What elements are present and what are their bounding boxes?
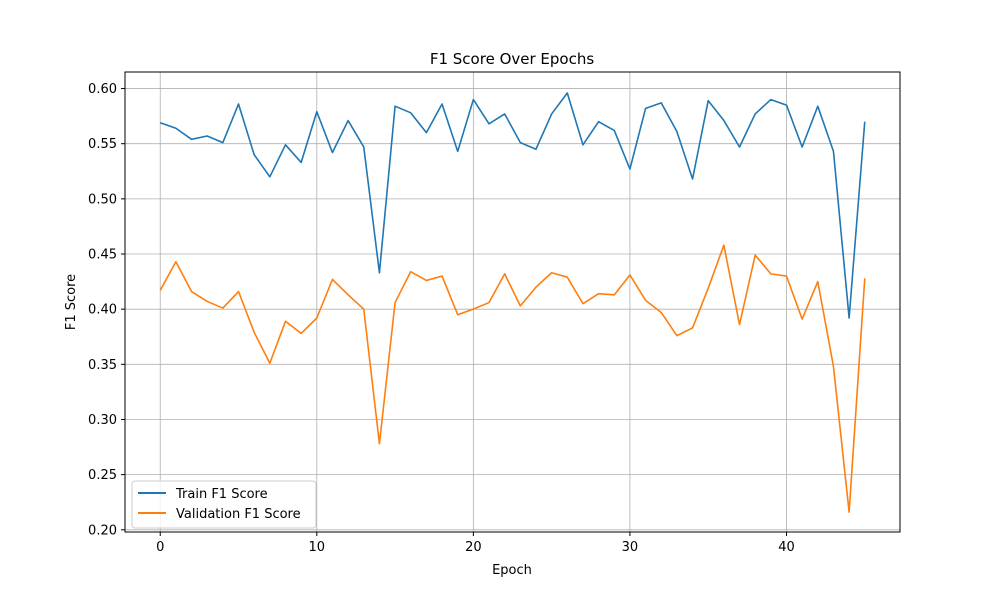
y-tick-label: 0.60 (88, 82, 117, 97)
y-tick-label: 0.25 (88, 468, 117, 483)
x-tick-label: 0 (156, 540, 164, 555)
x-tick-label: 20 (465, 540, 482, 555)
y-axis-label: F1 Score (64, 274, 79, 330)
series-lines (159, 92, 866, 513)
x-tick-label: 30 (622, 540, 639, 555)
legend: Train F1 Score Validation F1 Score (131, 480, 317, 529)
y-axis-ticks: 0.20 0.25 0.30 0.35 0.40 0.45 0.50 0.55 0.60 (88, 82, 125, 538)
grid (125, 72, 900, 532)
y-tick-label: 0.30 (88, 413, 117, 428)
y-tick-label: 0.45 (88, 248, 117, 263)
x-axis-ticks: 0 10 20 30 40 (156, 532, 795, 555)
x-axis-label: Epoch (492, 563, 532, 578)
legend-label-train: Train F1 Score (175, 487, 268, 502)
train-f1-line (159, 92, 866, 319)
legend-box (131, 480, 317, 529)
x-tick-label: 10 (309, 540, 326, 555)
y-tick-label: 0.50 (88, 192, 117, 207)
y-tick-label: 0.55 (88, 137, 117, 152)
y-tick-label: 0.35 (88, 358, 117, 373)
y-tick-label: 0.40 (88, 303, 117, 318)
plot-frame (124, 71, 901, 533)
validation-f1-line (159, 244, 866, 513)
legend-label-validation: Validation F1 Score (176, 507, 301, 522)
x-tick-label: 40 (778, 540, 795, 555)
y-tick-label: 0.20 (88, 523, 117, 538)
chart-title: F1 Score Over Epochs (430, 50, 594, 68)
